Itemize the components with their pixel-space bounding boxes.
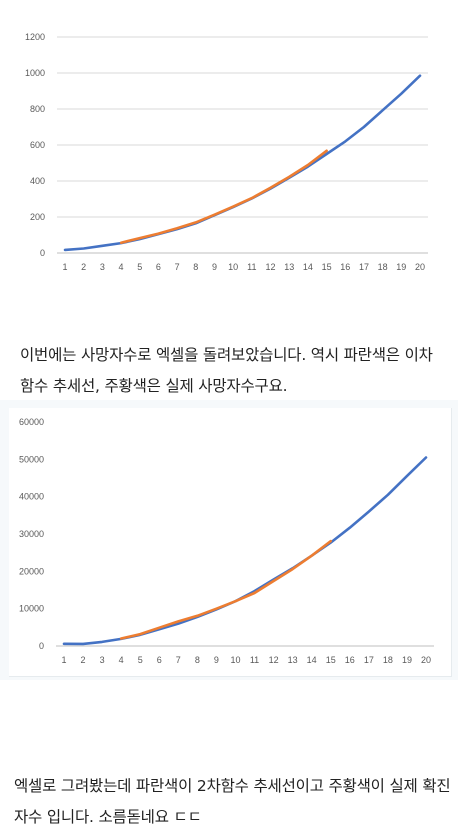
y-tick-label: 200 [30, 212, 45, 222]
x-tick-label: 14 [303, 262, 313, 272]
x-tick-label: 20 [415, 262, 425, 272]
y-tick-label: 1200 [25, 32, 45, 42]
y-tick-label: 400 [30, 176, 45, 186]
x-tick-label: 7 [176, 655, 181, 665]
y-tick-label: 600 [30, 140, 45, 150]
x-tick-label: 4 [119, 262, 124, 272]
x-tick-label: 1 [62, 262, 67, 272]
x-tick-label: 18 [378, 262, 388, 272]
caption-death-count: 이번에는 사망자수로 엑셀을 돌려보았습니다. 역시 파란색은 이차함수 추세선… [20, 346, 433, 395]
x-tick-label: 19 [396, 262, 406, 272]
x-tick-label: 9 [214, 655, 219, 665]
x-tick-label: 16 [345, 655, 355, 665]
x-tick-label: 2 [81, 262, 86, 272]
y-tick-label: 800 [30, 104, 45, 114]
actual-series-line [119, 149, 328, 244]
x-tick-label: 20 [421, 655, 431, 665]
x-tick-label: 18 [383, 655, 393, 665]
trend-series-line [62, 456, 428, 646]
y-tick-label: 50000 [19, 454, 44, 464]
x-tick-label: 8 [195, 655, 200, 665]
x-tick-label: 8 [193, 262, 198, 272]
y-tick-label: 0 [39, 641, 44, 651]
x-tick-label: 15 [326, 655, 336, 665]
trend-series-line [63, 74, 422, 252]
y-tick-label: 40000 [19, 492, 44, 502]
y-tick-label: 20000 [19, 566, 44, 576]
x-tick-label: 10 [230, 655, 240, 665]
x-tick-label: 17 [364, 655, 374, 665]
x-tick-label: 10 [228, 262, 238, 272]
y-tick-label: 10000 [19, 604, 44, 614]
x-tick-label: 13 [288, 655, 298, 665]
y-tick-label: 30000 [19, 529, 44, 539]
x-tick-label: 3 [100, 655, 105, 665]
x-tick-label: 3 [100, 262, 105, 272]
caption-confirmed-count: 엑셀로 그려봤는데 파란색이 2차함수 추세선이고 주황색이 실제 확진자수 입… [14, 777, 451, 826]
x-tick-label: 16 [340, 262, 350, 272]
x-tick-label: 7 [175, 262, 180, 272]
x-tick-label: 6 [157, 655, 162, 665]
x-tick-label: 5 [137, 262, 142, 272]
x-tick-label: 12 [269, 655, 279, 665]
x-tick-label: 15 [322, 262, 332, 272]
x-tick-label: 9 [212, 262, 217, 272]
x-tick-label: 14 [307, 655, 317, 665]
y-tick-label: 1000 [25, 68, 45, 78]
x-tick-label: 1 [61, 655, 66, 665]
y-tick-label: 60000 [19, 417, 44, 427]
x-tick-label: 11 [250, 655, 259, 665]
x-tick-label: 13 [284, 262, 294, 272]
chart-death-count: 0 200 400 600 800 1000 1200 1 2 3 4 5 6 7 8 9 10 11 12 13 14… [0, 18, 458, 280]
x-tick-label: 4 [119, 655, 124, 665]
actual-series-line [119, 539, 333, 640]
x-tick-label: 5 [138, 655, 143, 665]
y-tick-label: 0 [40, 248, 45, 258]
x-tick-label: 17 [359, 262, 369, 272]
x-tick-label: 12 [266, 262, 276, 272]
x-tick-label: 19 [402, 655, 412, 665]
x-tick-label: 6 [156, 262, 161, 272]
chart-confirmed-count: 0 10000 20000 30000 40000 50000 60000 1 2 3 4 5 6 7 8 9… [0, 400, 458, 680]
x-tick-label: 2 [81, 655, 86, 665]
x-tick-label: 11 [247, 262, 256, 272]
